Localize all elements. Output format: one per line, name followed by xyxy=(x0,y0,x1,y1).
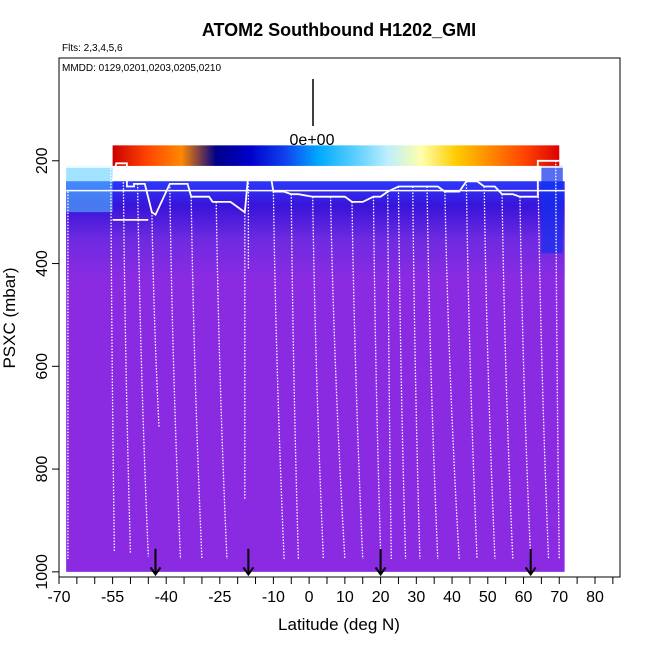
x-tick-label: -40 xyxy=(155,589,178,606)
profile-6 xyxy=(190,196,203,560)
arrow-head xyxy=(242,566,255,577)
flights-note: Flts: 2,3,4,5,6 xyxy=(62,43,123,54)
arrow-3 xyxy=(524,548,537,577)
x-tick-label: 20 xyxy=(372,589,390,606)
x-tick-label: -10 xyxy=(262,589,285,606)
plot-frame xyxy=(58,57,621,578)
heatmap-left-patch xyxy=(66,165,113,213)
arrow-head xyxy=(149,566,162,577)
profile-19 xyxy=(426,186,439,560)
profile-22 xyxy=(483,186,496,560)
y-tick-label: 200 xyxy=(34,147,51,174)
profile-4 xyxy=(151,212,160,429)
chart-title: ATOM2 Southbound H1202_GMI xyxy=(202,20,476,40)
profile-24 xyxy=(519,196,532,560)
profile-16 xyxy=(387,191,392,560)
x-axis: -70 -55 -40 -25 -10 0 10 20 30 40 50 60 70 80 xyxy=(47,577,614,606)
x-tick-label: 80 xyxy=(586,589,604,606)
profile-14 xyxy=(351,201,364,560)
y-tick-label: 400 xyxy=(34,250,51,277)
arrow-0 xyxy=(149,548,162,577)
y-tick-label: 800 xyxy=(34,456,51,483)
y-tick-label: 1000 xyxy=(34,554,51,590)
x-tick-label: -55 xyxy=(101,589,124,606)
profile-21 xyxy=(465,181,478,560)
x-tick-label: -25 xyxy=(208,589,231,606)
colorbar-strip xyxy=(112,145,560,166)
profile-15 xyxy=(372,196,382,552)
x-tick-label: 60 xyxy=(515,589,533,606)
profile-13 xyxy=(329,196,346,560)
arrow-markers xyxy=(149,548,537,577)
x-tick-label: 50 xyxy=(479,589,497,606)
arrow-head xyxy=(374,566,387,577)
x-tick-label: 0 xyxy=(305,589,314,606)
x-tick-label: 70 xyxy=(550,589,568,606)
y-axis: 200 400 600 800 1000 xyxy=(34,147,59,590)
profile-11 xyxy=(290,194,300,560)
profile-3 xyxy=(136,183,149,557)
profile-7 xyxy=(215,201,228,560)
y-tick-label: 600 xyxy=(34,353,51,380)
profile-25 xyxy=(537,160,550,560)
profile-26 xyxy=(555,160,560,560)
arrow-1 xyxy=(242,548,255,577)
plot-area xyxy=(66,145,565,572)
profile-5 xyxy=(169,183,182,560)
y-axis-label: PSXC (mbar) xyxy=(0,267,19,368)
profile-17 xyxy=(397,186,407,560)
heatmap-right-patch xyxy=(541,165,563,254)
arrow-head xyxy=(524,566,537,577)
profile-20 xyxy=(444,191,460,560)
x-tick-label: 10 xyxy=(336,589,354,606)
x-axis-label: Latitude (deg N) xyxy=(278,615,400,634)
profile-23 xyxy=(501,194,514,560)
arrow-2 xyxy=(374,548,387,577)
x-tick-label: 30 xyxy=(407,589,425,606)
scale-label: 0e+00 xyxy=(290,132,335,149)
flight-track xyxy=(111,159,560,217)
profile-2 xyxy=(122,176,132,554)
profile-12 xyxy=(312,196,325,560)
profile-18 xyxy=(412,186,421,560)
x-tick-label: 40 xyxy=(443,589,461,606)
dates-note: MMDD: 0129,0201,0203,0205,0210 xyxy=(62,63,221,74)
profile-10 xyxy=(272,191,285,560)
x-tick-label: -70 xyxy=(47,589,70,606)
profile-1 xyxy=(110,168,116,552)
